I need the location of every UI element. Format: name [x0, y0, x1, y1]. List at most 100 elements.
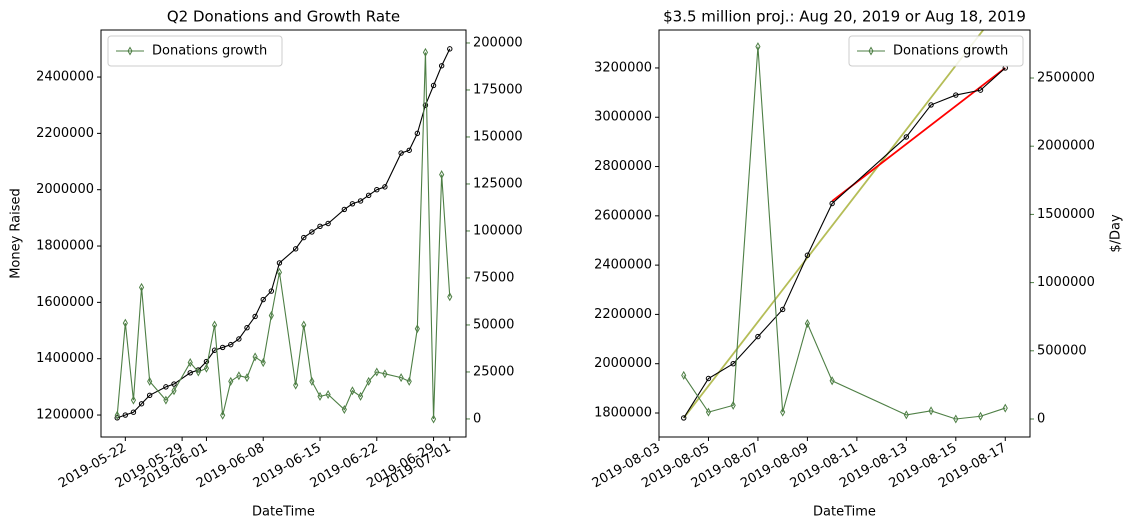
circle-marker [114, 415, 120, 421]
y2-tick-label: 50000 [473, 317, 514, 332]
circle-marker [730, 361, 736, 367]
axes-frame [658, 29, 1031, 438]
y2-axis-label: $/Day [1109, 214, 1124, 253]
chart-title: $3.5 million proj.: Aug 20, 2019 or Aug … [663, 8, 1026, 26]
series-line [117, 48, 451, 419]
circle-marker [705, 375, 712, 382]
y-tick-label: 2800000 [594, 159, 652, 174]
diamond-marker [1002, 403, 1008, 413]
diamond-marker [374, 367, 380, 377]
y2-tick-label: 1000000 [1037, 275, 1095, 290]
circle-marker [219, 344, 226, 351]
diamond-marker [755, 42, 761, 52]
diamond-marker [430, 414, 437, 424]
diamond-marker [928, 406, 934, 416]
y2-tick-label: 150000 [473, 129, 523, 144]
diamond-marker [260, 358, 266, 368]
y-tick-label: 1800000 [594, 405, 652, 420]
diamond-marker [903, 410, 909, 420]
circle-marker [163, 384, 169, 390]
circle-marker [438, 63, 445, 69]
diamond-marker [349, 386, 356, 396]
circle-marker [236, 336, 242, 342]
diamond-marker [705, 407, 712, 417]
y-axis-label: Money Raised [9, 188, 24, 279]
diamond-marker [977, 411, 984, 421]
y-tick-label: 2400000 [36, 70, 94, 85]
circle-marker [953, 92, 959, 98]
diamond-marker [211, 320, 218, 330]
circle-marker [681, 415, 687, 421]
circle-marker [977, 87, 984, 93]
circle-marker [276, 260, 283, 266]
circle-marker [309, 229, 315, 235]
legend-box [107, 35, 283, 67]
circle-marker [829, 200, 835, 207]
plot: $3.5 million proj.: Aug 20, 2019 or Aug … [590, 8, 1124, 520]
diamond-marker [398, 373, 404, 383]
y-tick-label: 3200000 [594, 60, 652, 75]
circle-marker [398, 150, 404, 156]
y-tick-label: 1400000 [36, 351, 94, 366]
diamond-marker [114, 410, 120, 420]
y2-tick-label: 200000 [473, 35, 523, 50]
diamond-marker [203, 363, 210, 373]
circle-marker [317, 223, 323, 230]
diamond-marker [447, 292, 453, 302]
diamond-marker [414, 324, 420, 334]
diamond-marker [163, 395, 169, 405]
circle-marker [406, 147, 412, 153]
y2-tick-label: 2500000 [1037, 71, 1095, 86]
circle-marker [357, 198, 364, 204]
plot: Q2 Donations and Growth Rate DateTime Mone… [9, 8, 523, 520]
diamond-marker [366, 376, 372, 386]
diamond-marker [236, 371, 242, 381]
circle-marker [138, 401, 145, 407]
diamond-marker [341, 405, 347, 415]
circle-marker [349, 201, 356, 207]
circle-marker [414, 130, 421, 137]
y-tick-label: 2400000 [594, 258, 652, 273]
x-axis-label: DateTime [813, 505, 876, 520]
y-tick-label: 1200000 [36, 408, 94, 423]
diamond-marker [122, 318, 128, 328]
circle-marker [447, 46, 453, 52]
circle-marker [228, 341, 234, 348]
diamond-marker [406, 376, 412, 386]
trend-line [831, 67, 1006, 202]
diamond-marker [220, 410, 226, 420]
diamond-marker [357, 391, 364, 401]
circle-marker [928, 102, 934, 108]
diamond-marker [187, 358, 193, 368]
diamond-marker [382, 369, 388, 379]
diamond-marker [780, 407, 786, 417]
diamond-marker [147, 376, 153, 386]
y2-tick-label: 125000 [473, 176, 523, 191]
circle-marker [755, 333, 761, 340]
diamond-marker [829, 376, 835, 386]
x-axis-label: DateTime [252, 505, 315, 520]
series-line [116, 52, 451, 419]
legend-box [848, 35, 1024, 67]
circle-marker [903, 134, 910, 140]
y2-tick-label: 0 [1037, 411, 1045, 426]
diamond-marker [293, 380, 299, 390]
diamond-marker [953, 414, 959, 424]
circle-marker [187, 370, 193, 376]
diamond-marker [244, 373, 250, 383]
y2-tick-label: 500000 [1037, 343, 1087, 358]
circle-marker [292, 246, 299, 252]
diamond-marker [309, 376, 315, 386]
y2-tick-label: 100000 [473, 223, 523, 238]
circle-marker [244, 325, 250, 331]
y-tick-label: 2000000 [36, 182, 94, 197]
y-tick-label: 2200000 [594, 307, 652, 322]
diamond-marker [252, 352, 258, 362]
legend-marker [127, 46, 133, 56]
diamond-marker [130, 395, 137, 405]
diamond-marker [422, 47, 429, 57]
circle-marker [422, 102, 429, 108]
y2-tick-label: 25000 [473, 364, 514, 379]
y-tick-label: 2000000 [594, 356, 652, 371]
